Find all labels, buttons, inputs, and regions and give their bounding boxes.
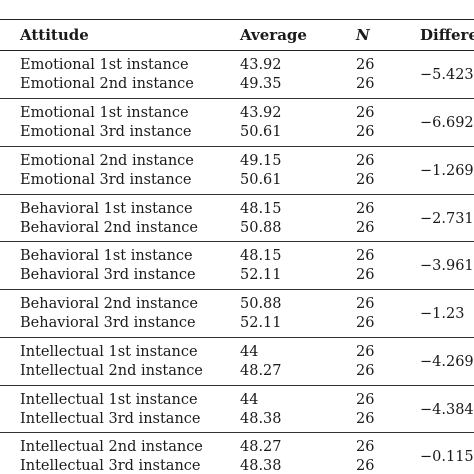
attitude-cell: Behavioral 3rd instance (20, 267, 196, 283)
n-cell: 26 (356, 201, 375, 217)
n-cell: 26 (356, 296, 375, 312)
n-cell: 26 (356, 172, 375, 188)
attitude-cell: Intellectual 1st instance (20, 344, 198, 360)
n-cell: 26 (356, 124, 375, 140)
group-divider (0, 98, 474, 99)
attitude-cell: Emotional 2nd instance (20, 76, 194, 92)
table-row-group: Emotional 1st instance 43.92 26 Emotional 2… (0, 52, 474, 98)
difference-cell: −1.269 (420, 163, 474, 179)
attitude-cell: Emotional 1st instance (20, 57, 189, 73)
average-cell: 49.15 (240, 153, 282, 169)
average-cell: 48.15 (240, 201, 282, 217)
attitude-cell: Emotional 1st instance (20, 105, 189, 121)
average-cell: 52.11 (240, 267, 282, 283)
table-row-group: Intellectual 1st instance 44 26 Intellectua… (0, 387, 474, 433)
attitude-cell: Emotional 3rd instance (20, 172, 192, 188)
header-average: Average (240, 26, 307, 44)
difference-cell: −3.961 (420, 258, 474, 274)
difference-cell: −4.384 (420, 402, 474, 418)
average-cell: 43.92 (240, 57, 282, 73)
attitude-cell: Intellectual 2nd instance (20, 363, 203, 379)
difference-cell: −5.423 (420, 67, 474, 83)
n-cell: 26 (356, 267, 375, 283)
table-row-group: Intellectual 2nd instance 48.27 26 Intellec… (0, 434, 474, 474)
average-cell: 50.88 (240, 296, 282, 312)
n-cell: 26 (356, 392, 375, 408)
attitude-cell: Intellectual 1st instance (20, 392, 198, 408)
n-cell: 26 (356, 458, 375, 474)
group-divider (0, 432, 474, 433)
average-cell: 48.27 (240, 439, 282, 455)
table-row-group: Behavioral 1st instance 48.15 26 Behavioral… (0, 243, 474, 289)
table-row-group: Emotional 2nd instance 49.15 26 Emotional 3… (0, 148, 474, 194)
average-cell: 48.38 (240, 411, 282, 427)
attitude-cell: Behavioral 1st instance (20, 201, 193, 217)
n-cell: 26 (356, 153, 375, 169)
group-divider (0, 289, 474, 290)
table-row-group: Intellectual 1st instance 44 26 Intellectua… (0, 339, 474, 385)
n-cell: 26 (356, 248, 375, 264)
average-cell: 50.61 (240, 172, 282, 188)
difference-cell: −1.23 (420, 306, 465, 322)
average-cell: 52.11 (240, 315, 282, 331)
average-cell: 50.88 (240, 220, 282, 236)
average-cell: 48.15 (240, 248, 282, 264)
group-divider (0, 146, 474, 147)
average-cell: 50.61 (240, 124, 282, 140)
header-n: N (356, 26, 370, 44)
difference-cell: −0.115 (420, 449, 474, 465)
n-cell: 26 (356, 57, 375, 73)
table-row-group: Behavioral 1st instance 48.15 26 Behavioral… (0, 196, 474, 242)
attitude-cell: Intellectual 3rd instance (20, 411, 201, 427)
attitude-cell: Emotional 3rd instance (20, 124, 192, 140)
attitude-cell: Behavioral 2nd instance (20, 296, 198, 312)
n-cell: 26 (356, 105, 375, 121)
table-header-rule (0, 50, 474, 51)
table-header-row: Attitude Average N Differe (0, 22, 474, 48)
header-difference: Differe (420, 26, 474, 44)
group-divider (0, 337, 474, 338)
n-cell: 26 (356, 439, 375, 455)
average-cell: 44 (240, 392, 259, 408)
group-divider (0, 194, 474, 195)
header-attitude: Attitude (20, 26, 89, 44)
n-cell: 26 (356, 363, 375, 379)
table-row-group: Behavioral 2nd instance 50.88 26 Behavioral… (0, 291, 474, 337)
difference-cell: −2.731 (420, 211, 474, 227)
attitude-cell: Behavioral 2nd instance (20, 220, 198, 236)
table-top-rule (0, 19, 474, 20)
difference-cell: −6.692 (420, 115, 474, 131)
n-cell: 26 (356, 344, 375, 360)
attitude-cell: Intellectual 3rd instance (20, 458, 201, 474)
n-cell: 26 (356, 315, 375, 331)
attitude-cell: Behavioral 3rd instance (20, 315, 196, 331)
attitude-cell: Emotional 2nd instance (20, 153, 194, 169)
n-cell: 26 (356, 411, 375, 427)
attitude-cell: Intellectual 2nd instance (20, 439, 203, 455)
average-cell: 48.38 (240, 458, 282, 474)
table-row-group: Emotional 1st instance 43.92 26 Emotional 3… (0, 100, 474, 146)
average-cell: 43.92 (240, 105, 282, 121)
average-cell: 49.35 (240, 76, 282, 92)
average-cell: 48.27 (240, 363, 282, 379)
average-cell: 44 (240, 344, 259, 360)
group-divider (0, 241, 474, 242)
difference-cell: −4.269 (420, 354, 474, 370)
n-cell: 26 (356, 220, 375, 236)
n-cell: 26 (356, 76, 375, 92)
attitude-cell: Behavioral 1st instance (20, 248, 193, 264)
group-divider (0, 385, 474, 386)
